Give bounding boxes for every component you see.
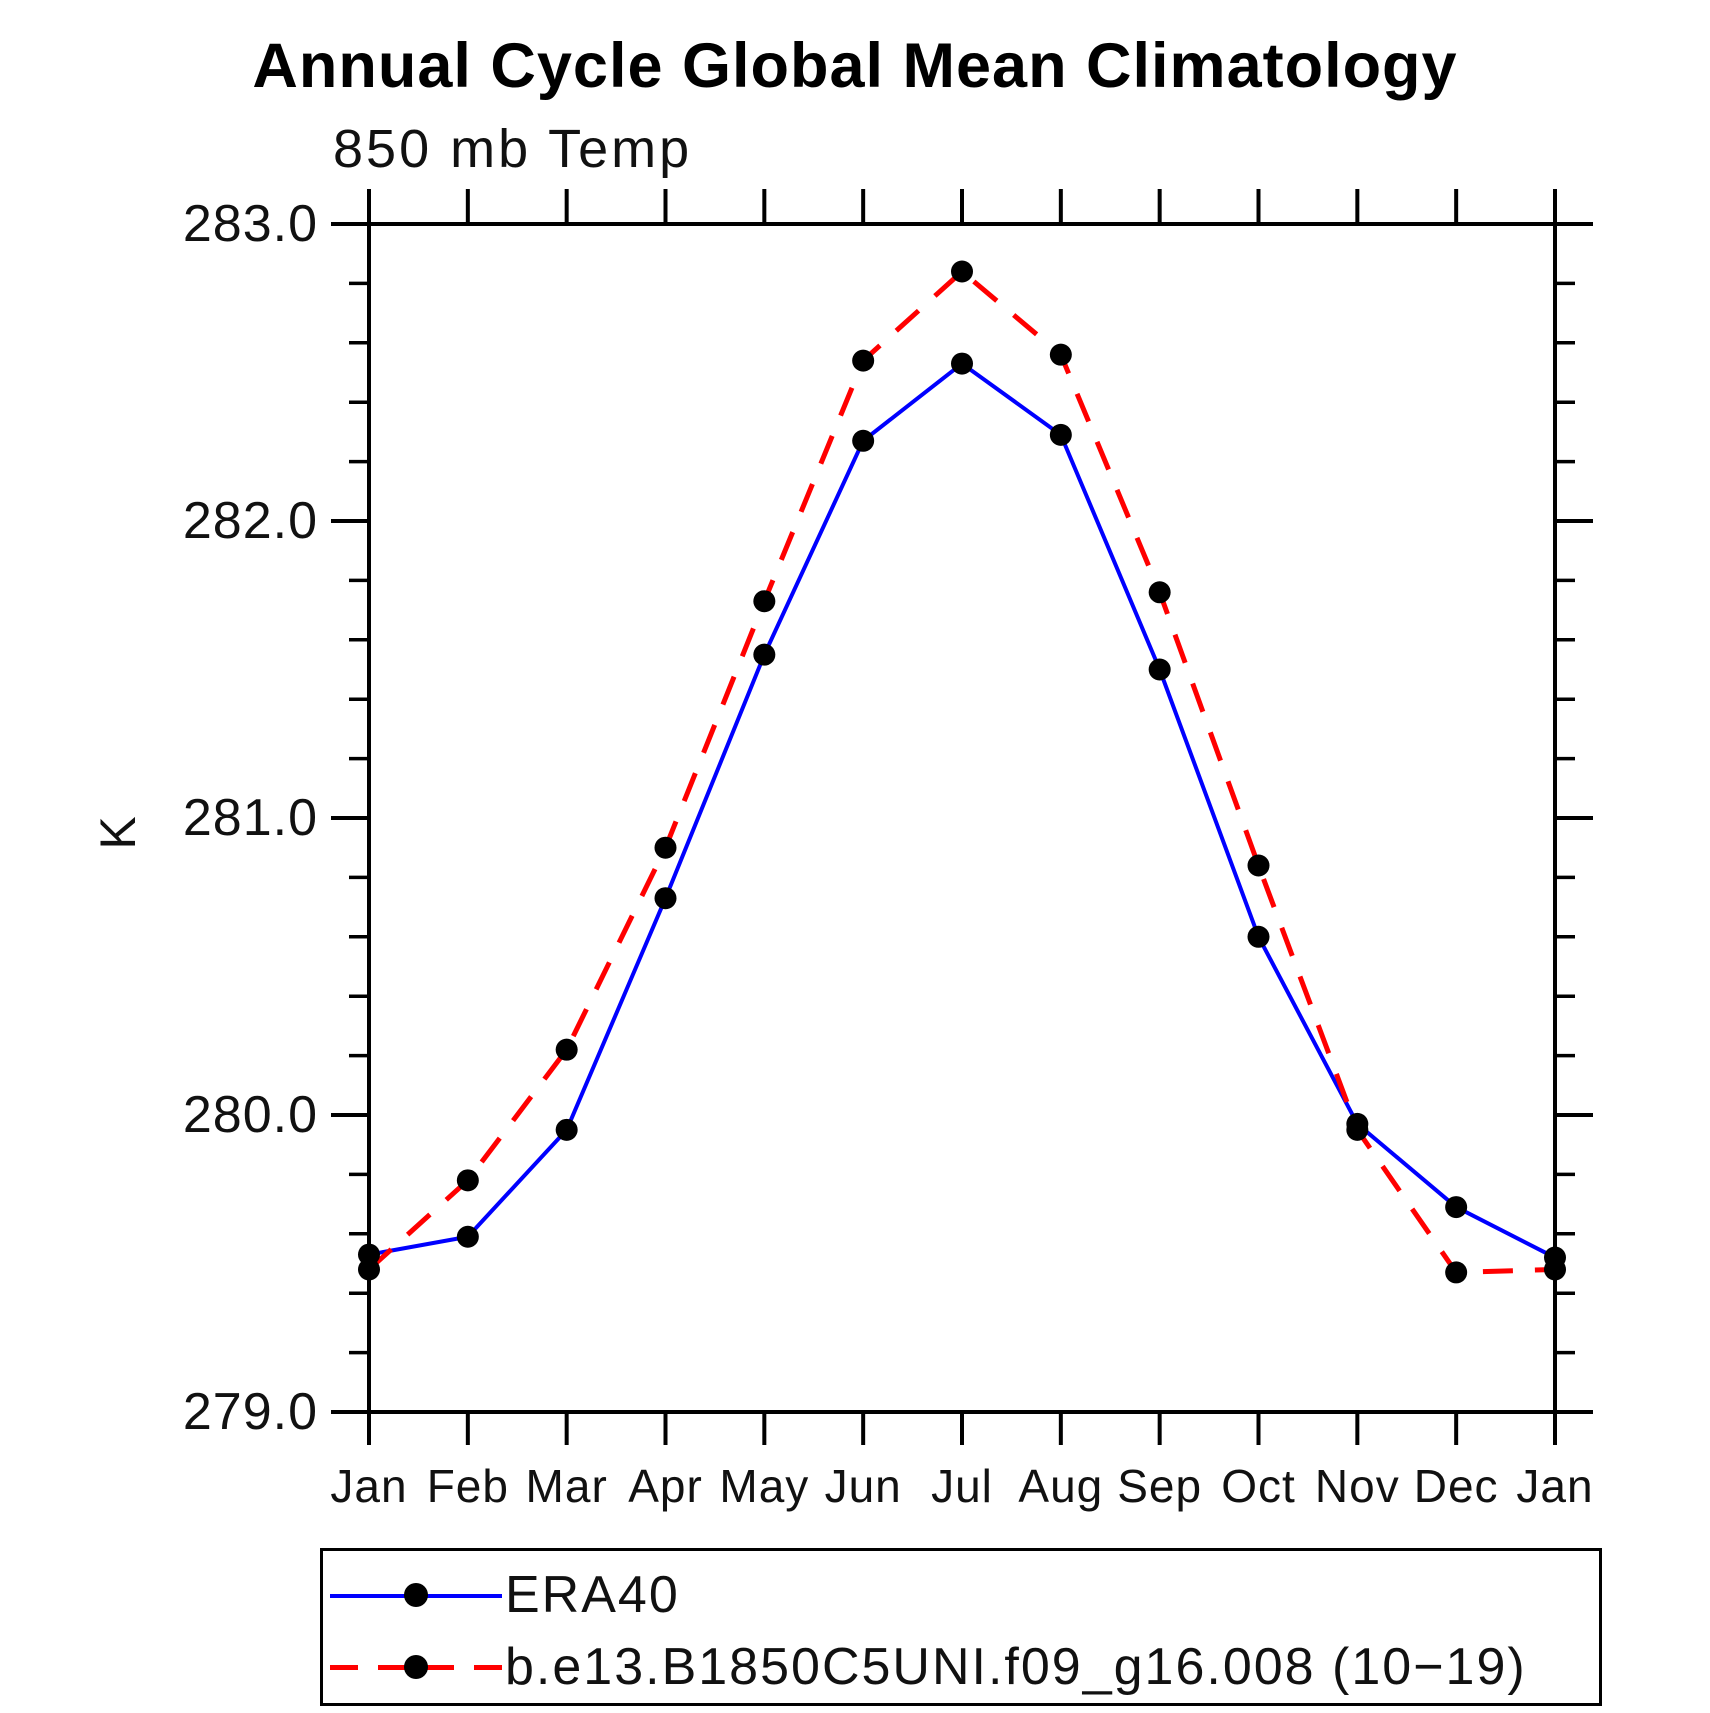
x-tick-label: Jun xyxy=(825,1460,902,1512)
data-point-marker-0 xyxy=(555,1118,578,1141)
data-point-marker-1 xyxy=(555,1038,578,1061)
data-point-marker-1 xyxy=(1346,1118,1369,1141)
x-tick-label: Oct xyxy=(1221,1460,1296,1512)
data-point-marker-1 xyxy=(654,836,677,859)
legend-label: b.e13.B1850C5UNI.f09_g16.008 (10−19) xyxy=(505,1638,1527,1696)
data-point-marker-0 xyxy=(1049,423,1072,446)
data-point-marker-0 xyxy=(951,352,973,375)
data-point-marker-1 xyxy=(358,1258,380,1281)
data-point-marker-1 xyxy=(1049,343,1072,366)
x-tick-label: Apr xyxy=(628,1460,703,1512)
legend-marker-dot xyxy=(404,1583,428,1607)
legend-label: ERA40 xyxy=(505,1566,680,1624)
data-point-marker-1 xyxy=(1544,1258,1566,1281)
y-tick-label: 283.0 xyxy=(183,195,318,253)
chart-title: Annual Cycle Global Mean Climatology xyxy=(252,31,1458,101)
x-tick-label: Jan xyxy=(1516,1460,1593,1512)
x-tick-label: Aug xyxy=(1018,1460,1103,1512)
chart-subtitle: 850 mb Temp xyxy=(333,119,693,179)
series-line-0 xyxy=(368,361,1556,1260)
y-tick-label: 282.0 xyxy=(183,492,318,550)
y-tick-label: 280.0 xyxy=(183,1086,318,1144)
x-tick-label: Jan xyxy=(330,1460,407,1512)
x-tick-label: Feb xyxy=(427,1460,509,1512)
data-point-marker-0 xyxy=(654,887,677,910)
data-point-marker-1 xyxy=(1445,1261,1468,1284)
data-point-marker-1 xyxy=(951,260,973,283)
data-point-marker-0 xyxy=(456,1225,479,1248)
data-point-marker-0 xyxy=(1445,1196,1468,1219)
data-point-marker-0 xyxy=(1148,658,1171,681)
y-tick-label: 281.0 xyxy=(183,789,318,847)
y-tick-label: 279.0 xyxy=(183,1383,318,1441)
data-point-marker-1 xyxy=(1247,854,1270,877)
plot-frame xyxy=(367,222,1557,1414)
data-point-marker-1 xyxy=(1148,581,1171,604)
x-tick-label: Mar xyxy=(526,1460,608,1512)
x-tick-label: Sep xyxy=(1117,1460,1202,1512)
data-point-marker-1 xyxy=(852,349,875,372)
data-point-marker-0 xyxy=(852,429,875,452)
data-point-marker-0 xyxy=(753,643,776,666)
legend-box: ERA40 b.e13.B1850C5UNI.f09_g16.008 (10−1… xyxy=(320,1548,1602,1706)
x-tick-label: Dec xyxy=(1414,1460,1499,1512)
data-point-marker-1 xyxy=(753,590,776,613)
x-tick-label: May xyxy=(719,1460,809,1512)
data-point-marker-1 xyxy=(456,1169,479,1192)
data-point-marker-0 xyxy=(1247,925,1270,948)
legend-marker-dot xyxy=(404,1655,428,1679)
x-tick-label: Nov xyxy=(1315,1460,1400,1512)
x-tick-label: Jul xyxy=(931,1460,993,1512)
series-line-1 xyxy=(367,268,1556,1275)
